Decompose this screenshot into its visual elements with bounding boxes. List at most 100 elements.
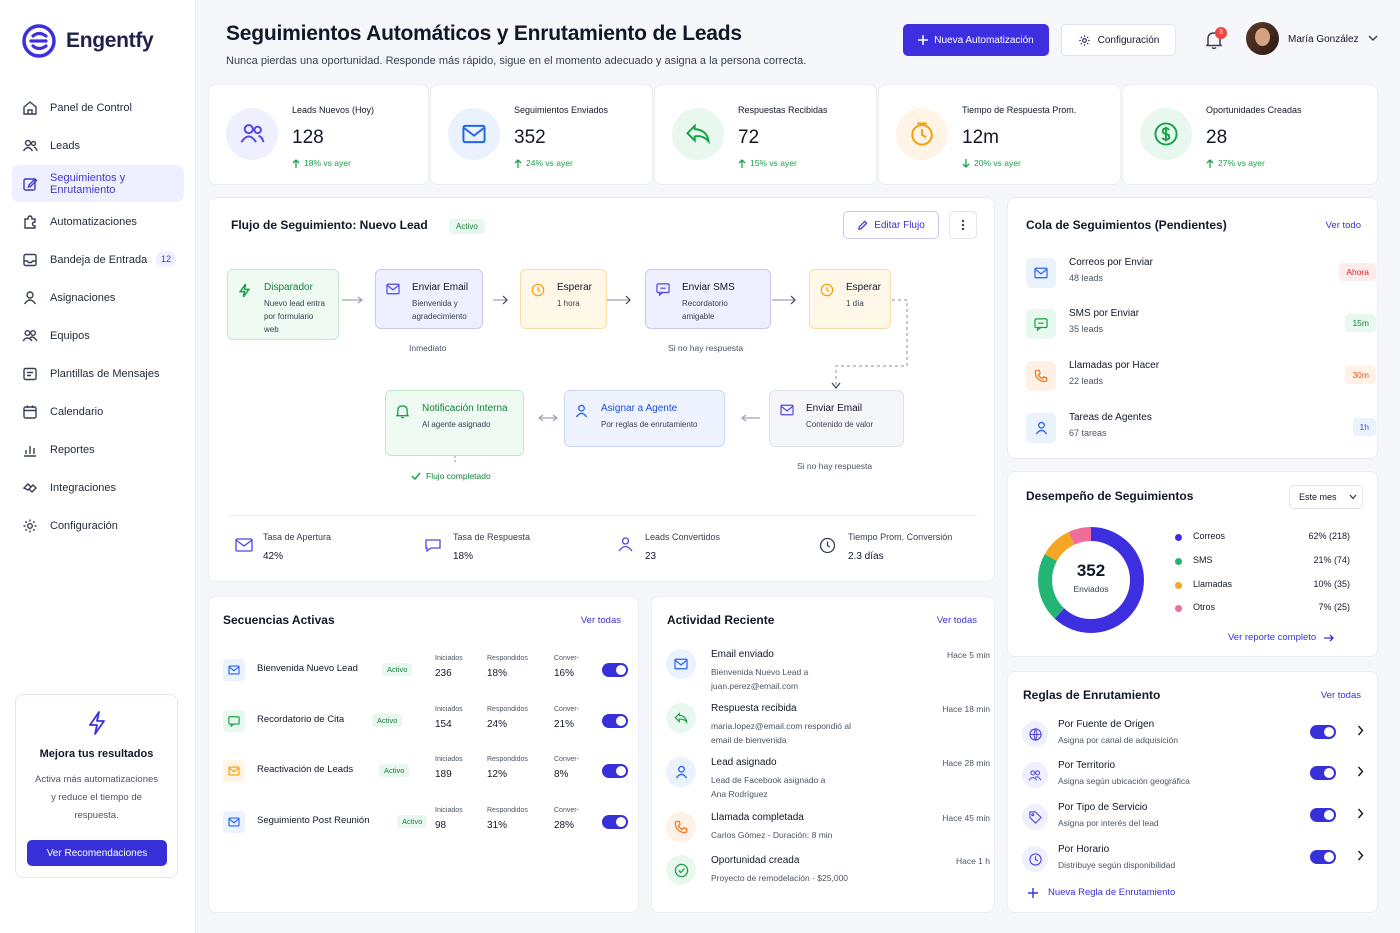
chevron-right-icon[interactable]: [1357, 766, 1364, 777]
queue-card: Cola de Seguimientos (Pendientes) Ver to…: [1007, 197, 1378, 459]
chevron-right-icon[interactable]: [1357, 725, 1364, 736]
sidebar-item-label: Equipos: [50, 329, 90, 342]
chevron-right-icon[interactable]: [1357, 850, 1364, 861]
sidebar-item-leads[interactable]: Leads: [12, 127, 184, 164]
more-options-button[interactable]: [949, 211, 977, 239]
queue-row[interactable]: Llamadas por Hacer 22 leads 30m: [1026, 357, 1376, 397]
caption-completed-text: Flujo completado: [426, 471, 491, 481]
period-select-value: Este mes: [1299, 492, 1337, 502]
sequence-toggle[interactable]: [602, 764, 628, 778]
queue-item-title: Llamadas por Hacer: [1069, 360, 1160, 371]
chevron-down-icon[interactable]: [1368, 34, 1378, 42]
node-title: Esperar: [846, 282, 882, 293]
activity-title-text: Llamada completada: [711, 812, 804, 823]
user-icon: [1035, 421, 1047, 435]
rule-icon-wrap: [1022, 762, 1048, 788]
legend-name: SMS: [1193, 555, 1213, 565]
flow-node-email-2[interactable]: Enviar Email Contenido de valor: [769, 390, 904, 447]
flow-node-assign[interactable]: Asignar a Agente Por reglas de enrutamie…: [564, 390, 725, 447]
rule-row[interactable]: Por Fuente de Origen Asigna por canal de…: [1022, 717, 1370, 757]
brand-logo[interactable]: Engentfy: [22, 24, 154, 58]
sequences-view-all-link[interactable]: Ver todas: [580, 615, 621, 626]
users-icon: [22, 139, 38, 151]
sidebar-item-panel[interactable]: Panel de Control: [12, 89, 184, 126]
queue-row[interactable]: Tareas de Agentes 67 tareas 1h: [1026, 409, 1376, 449]
edit-flow-button[interactable]: Editar Flujo: [843, 211, 939, 239]
rules-view-all-link[interactable]: Ver todas: [1320, 690, 1361, 701]
rule-row[interactable]: Por Territorio Asigna según ubicación ge…: [1022, 758, 1370, 798]
sidebar-item-label: Integraciones: [50, 481, 117, 494]
rule-toggle[interactable]: [1310, 725, 1336, 739]
gear-icon: [23, 519, 37, 532]
donut-slice-otros: [1038, 527, 1144, 633]
node-sub: 1 hora: [557, 299, 580, 308]
kpi-card-respuestas: Respuestas Recibidas 72 15% vs ayer: [654, 84, 877, 185]
message-icon: [23, 367, 37, 380]
rule-toggle[interactable]: [1310, 850, 1336, 864]
mail-icon: [780, 404, 794, 416]
sequence-toggle[interactable]: [602, 815, 628, 829]
col-value: 31%: [487, 820, 508, 831]
divider: [229, 515, 977, 516]
col-header: Conver-: [554, 706, 579, 713]
queue-item-sub: 67 tareas: [1069, 428, 1107, 438]
activity-icon-wrap: [666, 812, 696, 842]
chevron-right-icon[interactable]: [1357, 808, 1364, 819]
sequence-toggle[interactable]: [602, 663, 628, 677]
rule-toggle[interactable]: [1310, 808, 1336, 822]
sequence-toggle[interactable]: [602, 714, 628, 728]
rule-toggle[interactable]: [1310, 766, 1336, 780]
flow-node-wait-2[interactable]: Esperar 1 día: [809, 269, 891, 329]
kpi-delta: 20% vs ayer: [962, 158, 1021, 168]
sequence-row[interactable]: Reactivación de Leads Activo Iniciados 18…: [223, 756, 633, 800]
view-recommendations-button[interactable]: Ver Recomendaciones: [27, 840, 167, 866]
sidebar-item-integraciones[interactable]: Integraciones: [12, 469, 184, 506]
configuration-button[interactable]: Configuración: [1061, 24, 1176, 56]
user-name[interactable]: María González: [1288, 34, 1359, 45]
metric-label: Tasa de Respuesta: [453, 532, 531, 542]
queue-item-pill: 30m: [1345, 366, 1376, 384]
kpi-label: Respuestas Recibidas: [738, 105, 828, 115]
queue-row[interactable]: Correos por Enviar 48 leads Ahora: [1026, 254, 1376, 294]
period-select[interactable]: Este mes: [1289, 485, 1363, 509]
activity-icon-wrap: [666, 649, 696, 679]
queue-row[interactable]: SMS por Enviar 35 leads 15m: [1026, 305, 1376, 345]
flow-node-notify[interactable]: Notificación Interna Al agente asignado: [385, 390, 524, 456]
sidebar-item-equipos[interactable]: Equipos: [12, 317, 184, 354]
donut-center-label: Enviados: [1073, 584, 1109, 594]
full-report-label: Ver reporte completo: [1228, 632, 1317, 643]
sidebar-item-asignaciones[interactable]: Asignaciones: [12, 279, 184, 316]
sidebar-item-plantillas[interactable]: Plantillas de Mensajes: [12, 355, 184, 392]
legend-dot: [1175, 605, 1182, 612]
inbox-icon: [23, 253, 37, 266]
rule-row[interactable]: Por Horario Distribuye según disponibili…: [1022, 842, 1370, 882]
arrow-up-icon: [514, 158, 522, 168]
new-automation-button[interactable]: Nueva Automatización: [903, 24, 1049, 56]
sidebar-item-reportes[interactable]: Reportes: [12, 431, 184, 468]
flow-node-trigger[interactable]: Disparador Nuevo lead entra por formular…: [227, 269, 339, 340]
kpi-delta: 24% vs ayer: [514, 158, 573, 168]
mail-icon: [228, 665, 240, 675]
performance-card: Desempeño de Seguimientos Este mes 352 E…: [1007, 471, 1378, 657]
sequence-row[interactable]: Seguimiento Post Reunión Activo Iniciado…: [223, 807, 633, 851]
activity-icon-wrap: [666, 757, 696, 787]
activity-icon-wrap: [666, 703, 696, 733]
flow-node-sms[interactable]: Enviar SMS Recordatorio amigable: [645, 269, 771, 329]
sequence-row[interactable]: Bienvenida Nuevo Lead Activo Iniciados 23…: [223, 655, 633, 699]
queue-view-all-link[interactable]: Ver todo: [1325, 220, 1361, 231]
sidebar-item-bandeja[interactable]: Bandeja de Entrada 12: [12, 241, 184, 278]
flow-node-email-1[interactable]: Enviar Email Bienvenida y agradecimiento: [375, 269, 483, 329]
sequence-row[interactable]: Recordatorio de Cita Activo Iniciados 154…: [223, 706, 633, 750]
arrow-up-icon: [292, 158, 300, 168]
flow-node-wait-1[interactable]: Esperar 1 hora: [520, 269, 607, 329]
sidebar-item-seguimientos[interactable]: Seguimientos y Enrutamiento: [12, 165, 184, 202]
rule-row[interactable]: Por Tipo de Servicio Asigna por interés …: [1022, 800, 1370, 840]
avatar[interactable]: [1246, 22, 1279, 55]
new-rule-button[interactable]: Nueva Regla de Enrutamiento: [1028, 887, 1175, 898]
sidebar-item-automatizaciones[interactable]: Automatizaciones: [12, 203, 184, 240]
activity-view-all-link[interactable]: Ver todas: [936, 615, 977, 626]
sidebar-item-calendario[interactable]: Calendario: [12, 393, 184, 430]
sidebar-item-configuracion[interactable]: Configuración: [12, 507, 184, 544]
globe-icon: [1028, 727, 1042, 741]
full-report-link[interactable]: Ver reporte completo: [1228, 632, 1335, 643]
